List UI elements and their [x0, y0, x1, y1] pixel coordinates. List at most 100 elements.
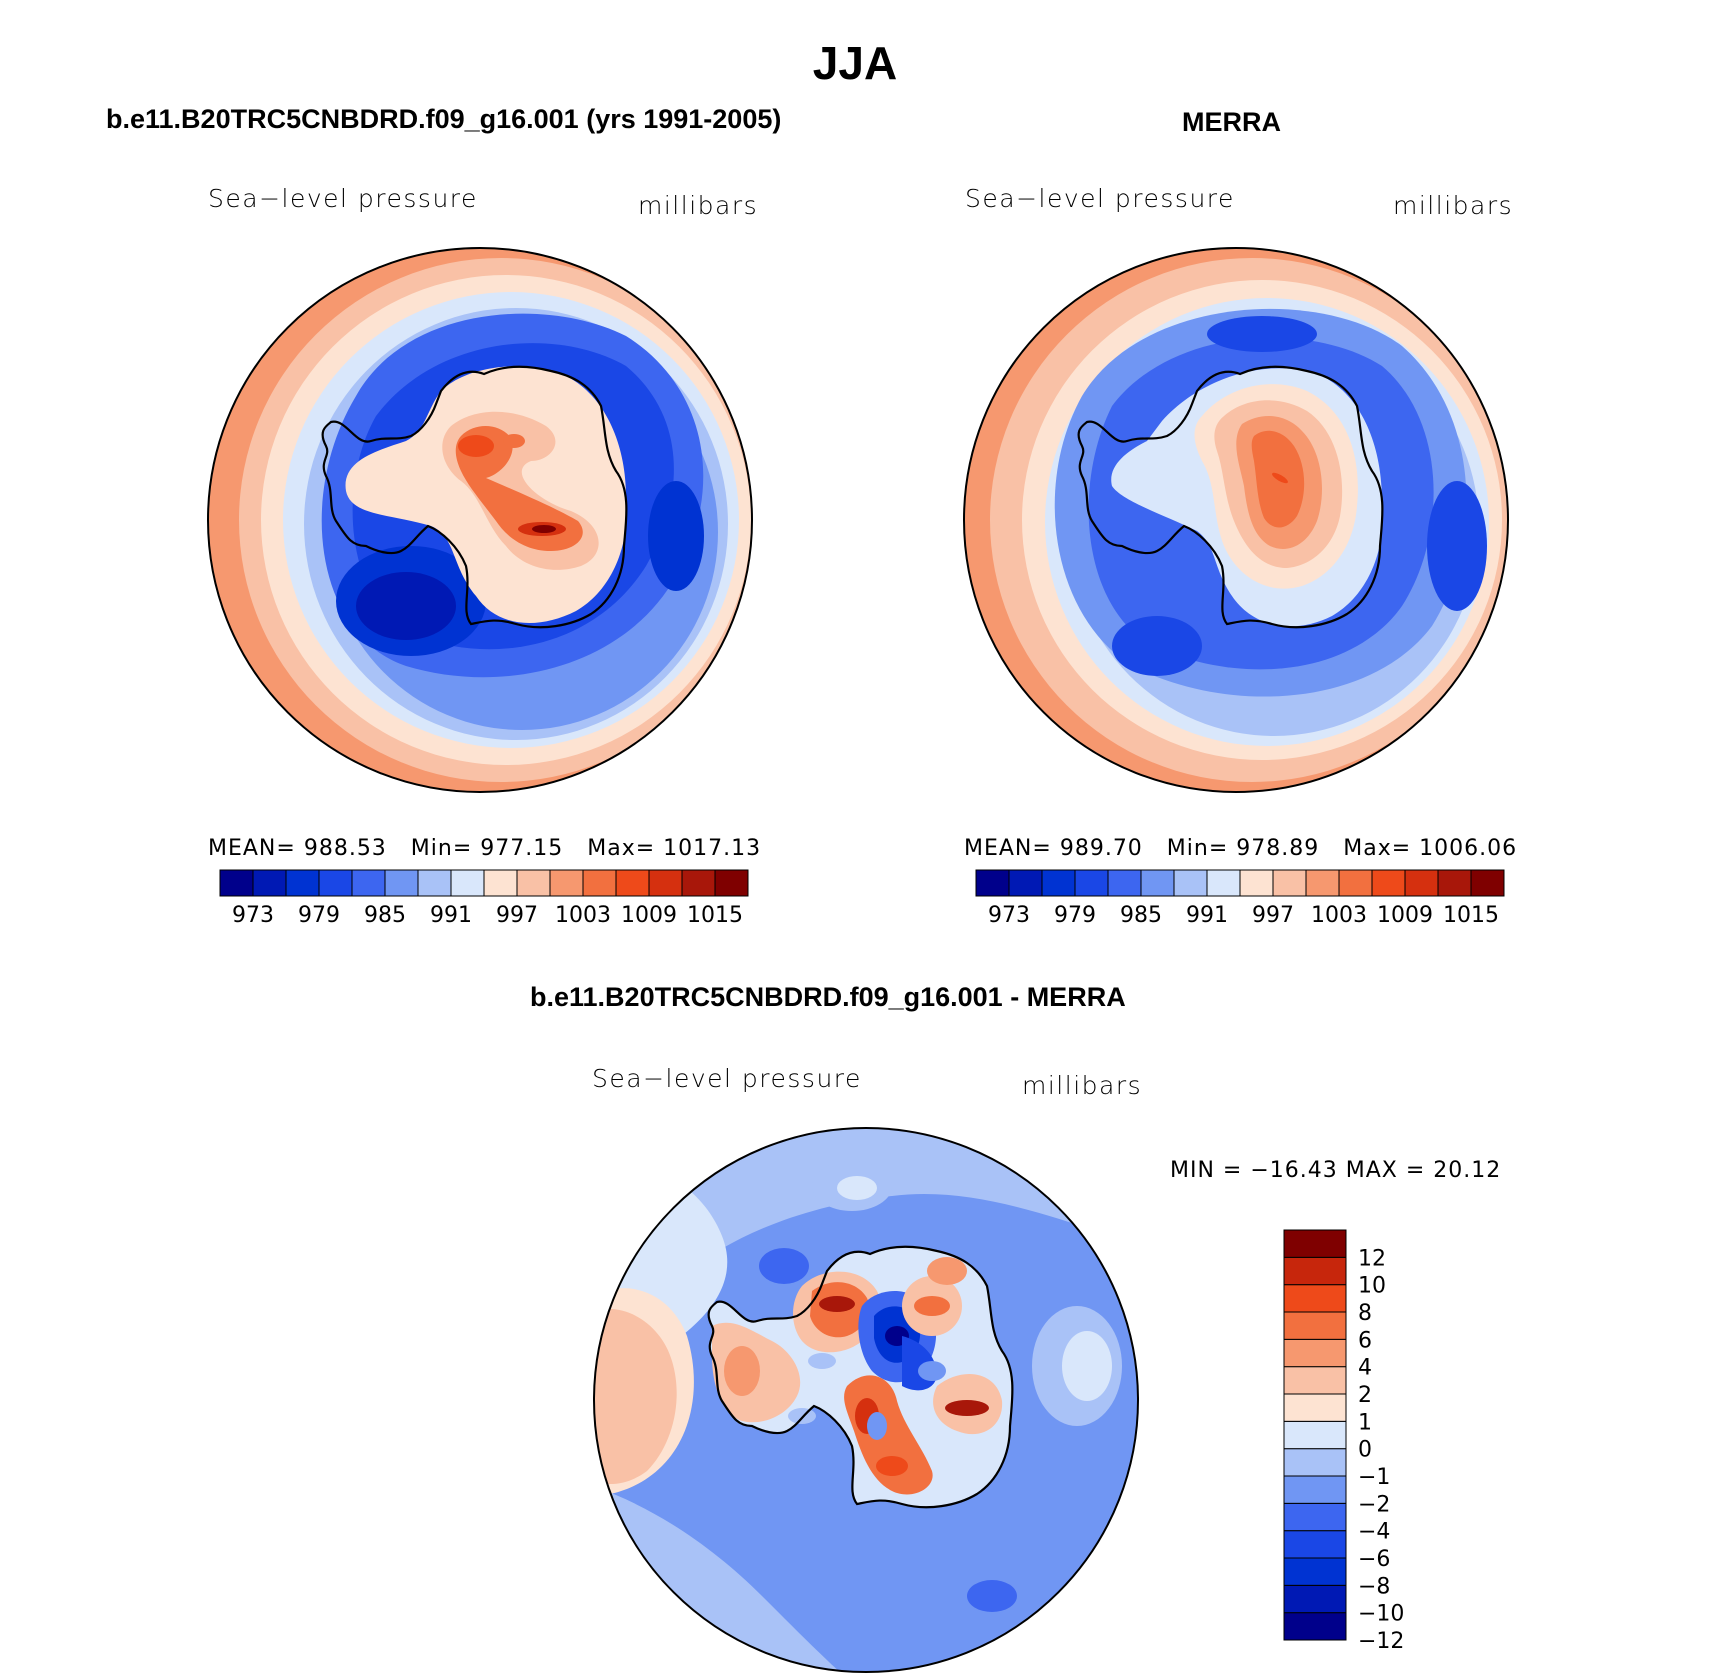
diff-colorbar-swatch [1283, 1448, 1347, 1477]
obs-colorbar-swatch [1470, 869, 1505, 897]
diff-antarctica-coastline [707, 1245, 1014, 1509]
model-variable-label: Sea−level pressure [208, 184, 478, 213]
model-antarctica-coastline [321, 365, 628, 629]
diff-colorbar-label: 6 [1358, 1328, 1372, 1353]
model-colorbar-swatch [648, 869, 683, 897]
diff-units-label: millibars [1022, 1071, 1143, 1100]
obs-colorbar-swatch [1371, 869, 1406, 897]
model-min-value: 977.15 [480, 836, 564, 861]
diff-colorbar-swatch [1283, 1366, 1347, 1395]
model-colorbar-label: 979 [298, 903, 340, 928]
obs-panel-title: MERRA [1182, 107, 1281, 137]
diff-colorbar-label: −1 [1358, 1465, 1390, 1490]
model-colorbar-swatch [714, 869, 749, 897]
obs-colorbar-label: 1015 [1443, 903, 1499, 928]
model-colorbar-label: 997 [496, 903, 538, 928]
obs-colorbar-swatch [975, 869, 1010, 897]
diff-colorbar-label: 12 [1358, 1246, 1386, 1271]
diff-colorbar-swatch [1283, 1393, 1347, 1422]
obs-colorbar-swatch [1074, 869, 1109, 897]
obs-stats: MEAN= 989.70 Min= 978.89 Max= 1006.06 [964, 836, 1517, 861]
diff-colorbar-swatch [1283, 1502, 1347, 1532]
diff-minmax: MIN = −16.43 MAX = 20.12 [1170, 1158, 1502, 1183]
diff-colorbar-swatch [1283, 1557, 1347, 1586]
obs-colorbar-swatch [1437, 869, 1472, 897]
diff-colorbar-swatch [1283, 1229, 1347, 1258]
obs-map-frame [963, 247, 1509, 793]
model-colorbar-label: 1003 [555, 903, 611, 928]
diff-panel-title: b.e11.B20TRC5CNBDRD.f09_g16.001 - MERRA [530, 982, 1126, 1012]
obs-variable-label: Sea−level pressure [965, 184, 1235, 213]
diff-colorbar-swatch [1283, 1612, 1347, 1641]
model-colorbar-swatch [549, 869, 584, 897]
obs-mean-label: MEAN= [964, 836, 1052, 861]
diff-colorbar-label: −12 [1358, 1629, 1404, 1648]
obs-contour-field [964, 248, 1508, 792]
model-colorbar-label: 973 [232, 903, 274, 928]
obs-colorbar-label: 991 [1186, 903, 1228, 928]
obs-max-value: 1006.06 [1419, 836, 1518, 861]
diff-colorbar-label: 8 [1358, 1301, 1372, 1326]
model-colorbar-swatch [285, 869, 320, 897]
diff-colorbar-swatch [1283, 1256, 1347, 1286]
obs-colorbar: 973 979 985 991 997 1003 1009 1015 [975, 869, 1505, 928]
obs-max-label: Max= [1343, 836, 1412, 861]
model-max-value: 1017.13 [663, 836, 762, 861]
model-colorbar-swatch [384, 869, 419, 897]
obs-colorbar-swatch [1008, 869, 1043, 897]
obs-colorbar-label: 973 [988, 903, 1030, 928]
obs-colorbar-swatch [1305, 869, 1340, 897]
model-colorbar-label: 1015 [687, 903, 743, 928]
model-min-label: Min= [410, 836, 473, 861]
obs-colorbar-swatch [1173, 869, 1208, 897]
model-units-label: millibars [638, 191, 759, 220]
model-stats: MEAN= 988.53 Min= 977.15 Max= 1017.13 [208, 836, 761, 861]
obs-colorbar-swatch [1107, 869, 1142, 897]
diff-colorbar-swatch [1283, 1420, 1347, 1450]
diff-colorbar-label: 0 [1358, 1438, 1372, 1463]
diff-colorbar-label: 10 [1358, 1274, 1386, 1299]
model-colorbar-label: 991 [430, 903, 472, 928]
model-colorbar-swatch [219, 869, 254, 897]
obs-min-label: Min= [1166, 836, 1229, 861]
obs-antarctica-coastline [1077, 365, 1384, 629]
model-colorbar-swatch [252, 869, 287, 897]
diff-colorbar-label: 1 [1358, 1410, 1372, 1435]
obs-colorbar-swatch [1239, 869, 1274, 897]
model-mean-label: MEAN= [208, 836, 296, 861]
diff-colorbar-swatch [1283, 1530, 1347, 1559]
model-panel-title: b.e11.B20TRC5CNBDRD.f09_g16.001 (yrs 199… [106, 104, 782, 134]
diff-colorbar-label: −10 [1358, 1602, 1404, 1627]
model-colorbar-swatch [681, 869, 716, 897]
obs-polar-map [963, 247, 1509, 793]
diff-polar-map [593, 1127, 1139, 1673]
model-mean-value: 988.53 [303, 836, 387, 861]
obs-colorbar-label: 1003 [1311, 903, 1367, 928]
obs-colorbar-swatch [1206, 869, 1241, 897]
obs-colorbar-swatch [1140, 869, 1175, 897]
model-max-label: Max= [587, 836, 656, 861]
obs-colorbar-swatch [1404, 869, 1439, 897]
obs-colorbar-swatch [1272, 869, 1307, 897]
model-colorbar-swatch [483, 869, 518, 897]
obs-min-value: 978.89 [1236, 836, 1320, 861]
diff-colorbar-swatch [1283, 1311, 1347, 1340]
model-colorbar: 973 979 985 991 997 1003 1009 1015 [219, 869, 749, 928]
obs-colorbar-label: 997 [1252, 903, 1294, 928]
model-contour-field [208, 248, 752, 792]
obs-colorbar-label: 1009 [1377, 903, 1433, 928]
obs-mean-value: 989.70 [1059, 836, 1143, 861]
diff-colorbar-label: −2 [1358, 1492, 1390, 1517]
model-colorbar-label: 1009 [621, 903, 677, 928]
diff-colorbar-swatch [1283, 1584, 1347, 1614]
model-colorbar-swatch [351, 869, 386, 897]
model-colorbar-swatch [582, 869, 617, 897]
model-colorbar-swatch [450, 869, 485, 897]
obs-units-label: millibars [1393, 191, 1514, 220]
diff-colorbar-label: −4 [1358, 1520, 1390, 1545]
model-colorbar-swatch [417, 869, 452, 897]
diff-colorbar-swatch [1283, 1284, 1347, 1313]
model-map-frame [207, 247, 753, 793]
diff-colorbar-label: −6 [1358, 1547, 1390, 1572]
